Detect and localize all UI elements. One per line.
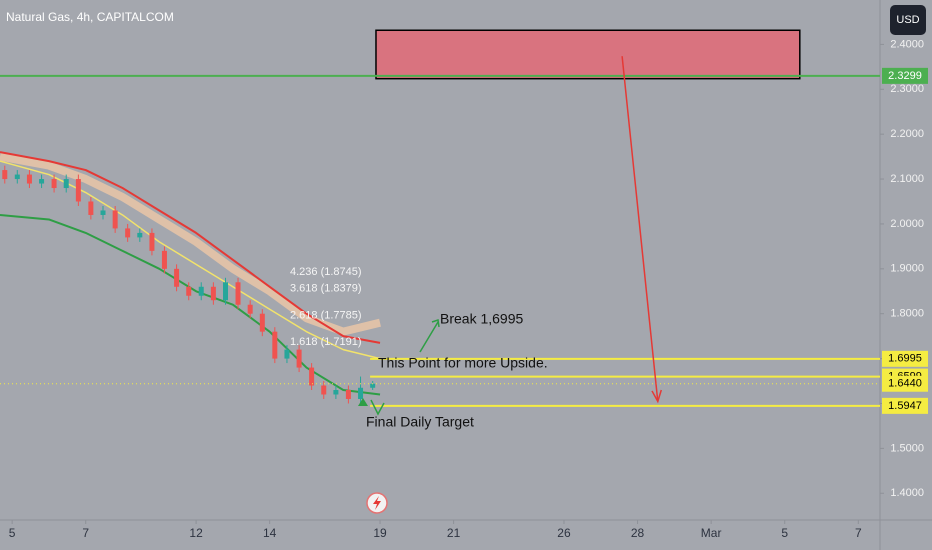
- y-tick-label: 1.4000: [890, 487, 924, 499]
- candle-body: [296, 349, 302, 368]
- y-tick-label: 2.0000: [890, 218, 924, 230]
- y-tick-label: 2.1000: [890, 173, 924, 185]
- candle-body: [198, 286, 204, 296]
- moving-average: [0, 151, 381, 344]
- candle-body: [309, 367, 315, 386]
- price-badge-label: 1.6440: [888, 378, 922, 390]
- moving-average: [0, 160, 381, 360]
- candle-body: [259, 313, 265, 332]
- candle-body: [112, 210, 118, 229]
- candle-body: [137, 232, 143, 238]
- arrow-head: [651, 389, 663, 404]
- candle-body: [125, 228, 131, 238]
- candle-body: [272, 331, 278, 359]
- arrow-up: [419, 319, 440, 353]
- x-tick-label: 7: [855, 526, 862, 540]
- y-tick-label: 1.8000: [890, 308, 924, 320]
- candle-body: [370, 383, 376, 388]
- y-tick-label: 1.9000: [890, 263, 924, 275]
- fib-label: 1.618 (1.7191): [290, 336, 362, 348]
- candle-body: [210, 286, 216, 301]
- candle-body: [88, 201, 94, 215]
- annotation: Break 1,6995: [440, 311, 523, 327]
- x-tick-label: 21: [447, 526, 461, 540]
- candle-body: [51, 179, 57, 189]
- price-badge: [882, 397, 928, 414]
- candle-body: [358, 387, 364, 399]
- candle-body: [14, 174, 20, 180]
- y-tick-label: 1.5000: [890, 442, 924, 454]
- plot: 2.4000 2.3000 2.2000 2.1000 2.0000 1.9000 1.80…: [0, 29, 924, 540]
- candle-body: [26, 174, 32, 184]
- candle-body: [247, 304, 253, 314]
- candle-body: [284, 349, 290, 359]
- x-tick-label: 5: [781, 526, 788, 540]
- y-tick-label: 2.2000: [890, 128, 924, 140]
- price-badge: [882, 350, 928, 367]
- candle-body: [75, 179, 81, 202]
- candle-body: [161, 250, 167, 269]
- arrow: [621, 56, 659, 402]
- moving-average: [0, 152, 381, 336]
- candle-body: [223, 282, 229, 301]
- price-badge: [882, 67, 928, 84]
- price-badge: [882, 375, 928, 392]
- x-tick-label: Mar: [701, 526, 722, 540]
- x-tick-label: 7: [82, 526, 89, 540]
- y-tick-label: 2.4000: [890, 38, 924, 50]
- moving-average: [0, 213, 381, 396]
- x-tick-label: 12: [189, 526, 203, 540]
- candle-body: [39, 179, 45, 184]
- y-tick-label: 2.3000: [890, 83, 924, 95]
- fib-label: 2.618 (1.7785): [290, 309, 362, 321]
- x-tick-label: 28: [631, 526, 645, 540]
- candle-body: [63, 179, 69, 189]
- price-badge-label: 1.6995: [888, 353, 922, 365]
- currency-button[interactable]: [890, 5, 926, 35]
- x-tick-label: 19: [373, 526, 387, 540]
- price-badge-label: 1.5947: [888, 400, 922, 412]
- candle-body: [149, 232, 155, 251]
- price-badge-label: 2.3299: [888, 70, 922, 82]
- annotation: Final Daily Target: [366, 414, 474, 430]
- candle-body: [100, 210, 106, 215]
- candle-body: [345, 390, 351, 399]
- candle-body: [321, 385, 327, 395]
- currency-label[interactable]: USD: [896, 14, 919, 26]
- candle-body: [174, 268, 180, 287]
- candle-body: [186, 286, 192, 296]
- fib-label: 4.236 (1.8745): [290, 266, 362, 278]
- arrow-down: [370, 399, 385, 416]
- x-tick-label: 14: [263, 526, 277, 540]
- candle-body: [2, 170, 8, 180]
- candle-body: [235, 282, 241, 305]
- annotation: This Point for more Upside.: [378, 355, 548, 371]
- event-icon-bolt: [373, 496, 381, 510]
- fib-label: 3.618 (1.8379): [290, 283, 362, 295]
- chart-title: Natural Gas, 4h, CAPITALCOM: [6, 10, 174, 24]
- x-tick-label: 5: [9, 526, 16, 540]
- x-tick-label: 26: [557, 526, 571, 540]
- candle-body: [333, 390, 339, 395]
- marker: [358, 398, 368, 406]
- zone: [375, 29, 801, 80]
